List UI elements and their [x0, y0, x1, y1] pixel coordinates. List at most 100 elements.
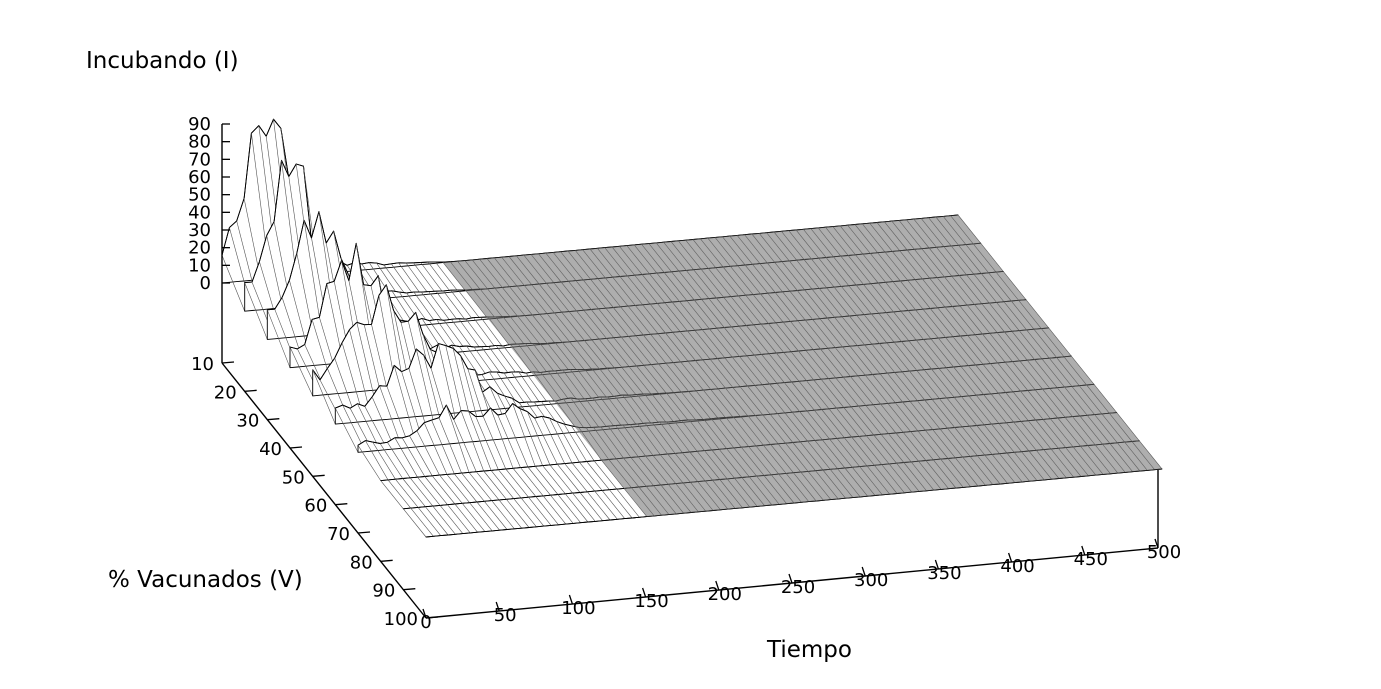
wire — [387, 479, 411, 509]
wire — [534, 417, 558, 465]
wire — [542, 495, 567, 525]
x-tick-label: 400 — [1000, 556, 1034, 577]
wire — [579, 462, 603, 491]
x-tick — [1081, 545, 1086, 556]
wire — [413, 291, 437, 324]
y-tick — [244, 389, 257, 392]
wire — [432, 505, 456, 535]
z-tick-label: 10 — [188, 255, 211, 276]
x-tick — [715, 580, 720, 591]
wire — [423, 422, 448, 475]
wire — [503, 372, 527, 407]
x-tick-label: 200 — [708, 584, 742, 605]
wire — [572, 492, 596, 522]
wire — [403, 508, 427, 538]
wire — [457, 289, 482, 320]
wire — [431, 419, 455, 474]
wire — [447, 504, 471, 534]
wire — [505, 468, 529, 498]
wire — [579, 492, 603, 521]
wire — [528, 497, 552, 526]
y-tick — [380, 559, 393, 562]
wire — [387, 442, 411, 478]
y-axis-line — [221, 362, 427, 619]
wire — [556, 421, 580, 463]
wire — [563, 423, 587, 462]
y-tick — [357, 531, 371, 534]
wire — [380, 480, 404, 509]
wire — [465, 318, 489, 350]
wire — [476, 501, 500, 531]
wire — [468, 472, 492, 501]
surface-mesh — [221, 118, 1163, 538]
wire — [289, 346, 313, 397]
wire — [365, 440, 389, 481]
wire — [550, 495, 574, 524]
x-tick — [1007, 552, 1013, 563]
wire — [498, 499, 522, 529]
wire — [398, 262, 422, 296]
z-axis-title: Incubando (I) — [86, 48, 239, 74]
wire — [542, 465, 566, 494]
x-tick — [641, 587, 647, 598]
wire — [513, 498, 537, 527]
wire — [506, 499, 530, 528]
wire — [586, 461, 610, 490]
y-tick-label: 30 — [236, 411, 259, 432]
wire — [476, 471, 500, 501]
wire — [364, 406, 388, 450]
wire — [410, 507, 434, 537]
z-tick-label: 20 — [188, 238, 211, 259]
wire — [490, 407, 514, 469]
wire — [405, 262, 429, 295]
z-tick-label: 90 — [188, 114, 211, 135]
wire — [451, 319, 475, 351]
y-tick — [312, 474, 325, 477]
wire — [421, 291, 445, 324]
wire — [504, 413, 529, 468]
x-tick-label: 500 — [1147, 542, 1181, 563]
y-tick-label: 60 — [304, 496, 327, 517]
y-tick-label: 20 — [214, 382, 237, 403]
wire — [587, 491, 611, 521]
x-tick-label: 0 — [420, 612, 431, 633]
wire — [391, 263, 415, 296]
y-tick-label: 10 — [191, 354, 214, 375]
wire — [571, 425, 595, 461]
wire — [482, 416, 507, 470]
wire — [312, 369, 336, 425]
wire — [623, 488, 648, 517]
y-tick — [403, 588, 416, 591]
wire — [473, 317, 497, 349]
wire — [601, 460, 625, 489]
wire — [594, 490, 618, 520]
z-tick-label: 60 — [188, 167, 211, 188]
wire — [458, 318, 482, 351]
wire — [490, 470, 514, 499]
wire — [497, 414, 521, 468]
z-tick-label: 80 — [188, 132, 211, 153]
wire — [534, 466, 559, 495]
wire — [484, 501, 508, 530]
wire — [498, 469, 522, 499]
wire — [435, 261, 459, 292]
wire — [518, 371, 542, 406]
wire — [395, 479, 419, 508]
wire — [435, 291, 459, 322]
wire — [379, 443, 403, 479]
wire — [446, 405, 470, 473]
wire — [616, 488, 640, 518]
wire — [461, 472, 485, 502]
wire — [244, 282, 268, 340]
wire — [453, 419, 477, 472]
x-tick — [568, 594, 574, 605]
wire — [425, 506, 449, 536]
wire — [557, 464, 581, 493]
x-tick-label: 350 — [927, 563, 961, 584]
wire — [468, 410, 492, 471]
wire — [491, 500, 515, 529]
wire — [413, 262, 437, 294]
x-tick-label: 250 — [781, 577, 815, 598]
wire — [428, 291, 452, 323]
wire — [480, 317, 504, 349]
